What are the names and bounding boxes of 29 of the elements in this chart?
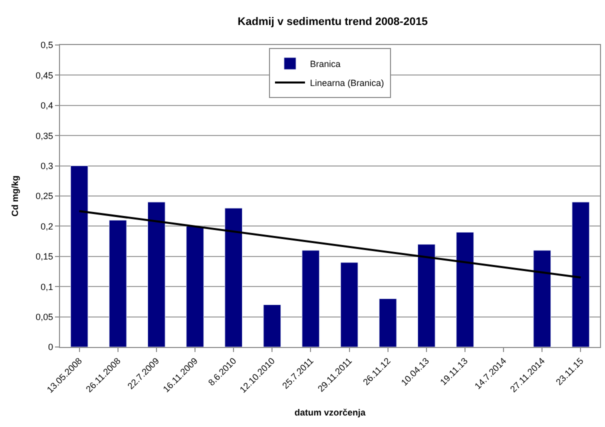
- y-tick-label: 0,05: [36, 312, 54, 322]
- bar: [378, 298, 397, 347]
- x-axis-title: datum vzorčenja: [294, 408, 366, 418]
- bar: [340, 262, 358, 347]
- bar: [148, 202, 166, 347]
- bar: [572, 202, 590, 347]
- bar: [263, 304, 282, 347]
- bar: [418, 244, 436, 347]
- y-tick-label: 0,45: [36, 70, 54, 80]
- bar: [70, 166, 88, 347]
- bar: [224, 208, 242, 347]
- legend-label: Branica: [310, 59, 341, 70]
- y-axis-title: Cd mg/kg: [10, 175, 20, 217]
- y-tick-label: 0,5: [40, 40, 54, 50]
- chart-title: Kadmij v sedimentu trend 2008-2015: [238, 16, 428, 28]
- y-tick-label: 0: [48, 342, 54, 352]
- y-tick-label: 0,1: [40, 282, 54, 292]
- y-tick-label: 0,35: [36, 130, 54, 141]
- y-tick-label: 0,25: [36, 191, 54, 202]
- y-tick-label: 0,3: [40, 160, 54, 171]
- y-tick-label: 0,15: [36, 252, 54, 262]
- bar: [186, 226, 204, 347]
- bar: [302, 250, 320, 347]
- bar: [456, 232, 474, 347]
- y-tick-label: 0,4: [40, 100, 54, 111]
- legend-label: Linearna (Branica): [310, 78, 384, 88]
- bar: [533, 250, 552, 347]
- y-tick-label: 0,2: [40, 221, 54, 232]
- bar: [108, 220, 127, 347]
